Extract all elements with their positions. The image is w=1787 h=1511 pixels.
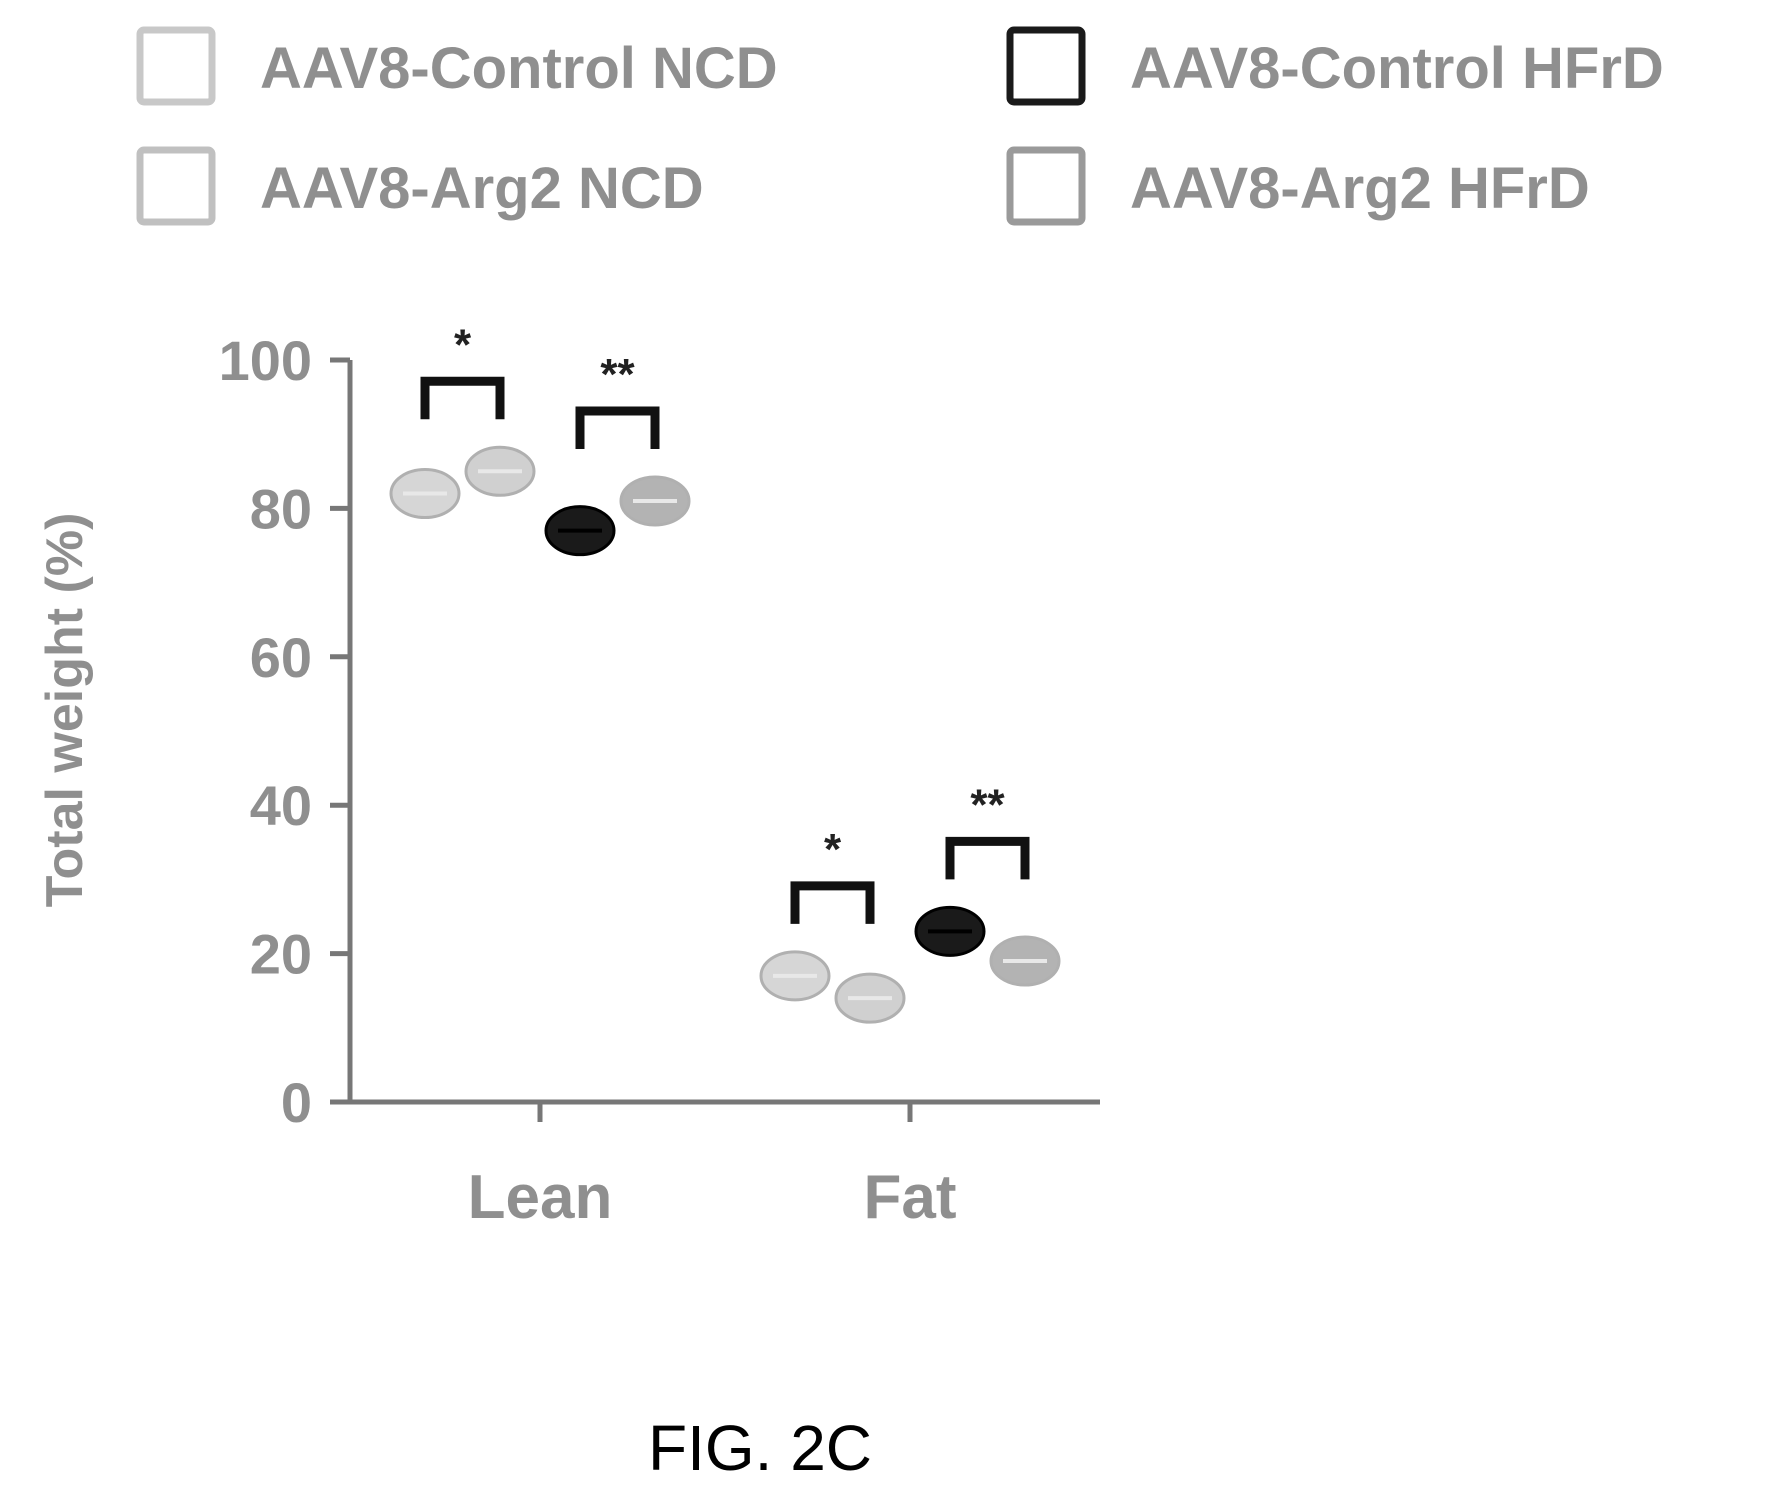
chart-legend: AAV8-Control NCD AAV8-Arg2 NCD AAV8-Contro… [136,26,1664,226]
legend-swatch-aav8-arg2-ncd [136,146,216,226]
y-tick-label-100: 100 [219,329,312,392]
legend-label-aav8-control-hfrd: AAV8-Control HFrD [1130,36,1664,101]
data-points [389,445,1061,1024]
legend-label-aav8-arg2-ncd: AAV8-Arg2 NCD [260,156,704,221]
y-axis-title: Total weight (%) [36,513,94,908]
y-tick-label-20: 20 [250,923,312,986]
significance-label-4: ** [970,780,1005,829]
significance-bracket-3 [790,881,875,924]
significance-label-1: * [454,320,472,369]
x-tick-label-fat: Fat [864,1163,957,1232]
y-tick-label-0: 0 [281,1071,312,1134]
legend-swatch-aav8-control-ncd [136,26,216,106]
significance-bracket-2 [575,406,660,449]
y-tick-label-80: 80 [250,477,312,540]
y-axis-ticks: 0 20 40 60 80 100 [219,329,350,1134]
significance-bracket-4 [945,836,1030,880]
y-tick-label-40: 40 [250,774,312,837]
significance-bracket-1 [420,376,505,420]
legend-label-aav8-control-ncd: AAV8-Control NCD [260,36,778,101]
legend-label-aav8-arg2-hfrd: AAV8-Arg2 HFrD [1130,156,1590,221]
significance-label-2: ** [600,350,635,399]
legend-swatch-aav8-arg2-hfrd [1006,146,1086,226]
x-tick-label-lean: Lean [468,1163,613,1232]
significance-brackets: ****** [420,320,1030,924]
significance-label-3: * [824,825,842,874]
y-tick-label-60: 60 [250,626,312,689]
legend-swatch-aav8-control-hfrd [1006,26,1086,106]
x-axis-ticks: Lean Fat [468,1102,957,1232]
figure-caption: FIG. 2C [648,1412,872,1484]
